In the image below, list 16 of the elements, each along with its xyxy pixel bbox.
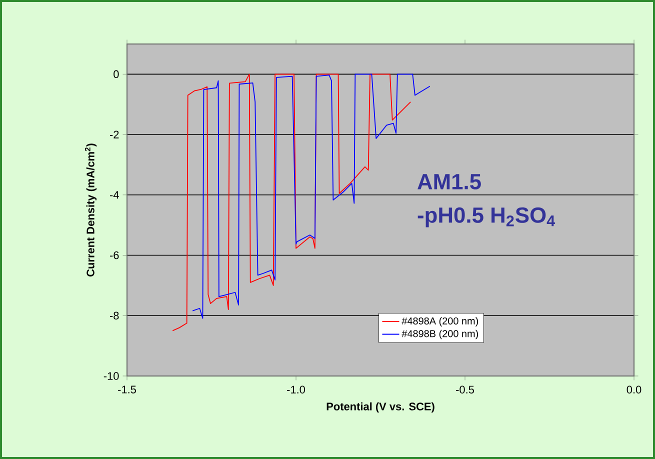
x-tick-label: 0.0: [626, 386, 642, 394]
y-tick-label: 0: [114, 70, 119, 78]
y-tick-label: -2: [110, 130, 119, 138]
x-tick-label: -1.5: [118, 386, 136, 394]
y-tick-label: -10: [104, 372, 119, 380]
annotation: -pH0.5 H$_{2}$SO$_{4}$: [418, 207, 556, 228]
legend-label: #4898A (200 nm): [402, 317, 478, 326]
y-axis-title: Current Density (mA/cm$^{2}$): [84, 144, 97, 276]
annotation: AM1.5: [418, 174, 481, 190]
y-tick-label: -4: [110, 191, 119, 199]
x-tick-label: -0.5: [456, 386, 474, 394]
legend-label: #4898B (200 nm): [402, 330, 478, 340]
x-tick-label: -1.0: [287, 386, 306, 394]
x-axis-title: Potential (V vs. SCE): [326, 402, 434, 413]
y-tick-label: -6: [110, 251, 119, 260]
y-tick-label: -8: [110, 312, 119, 320]
